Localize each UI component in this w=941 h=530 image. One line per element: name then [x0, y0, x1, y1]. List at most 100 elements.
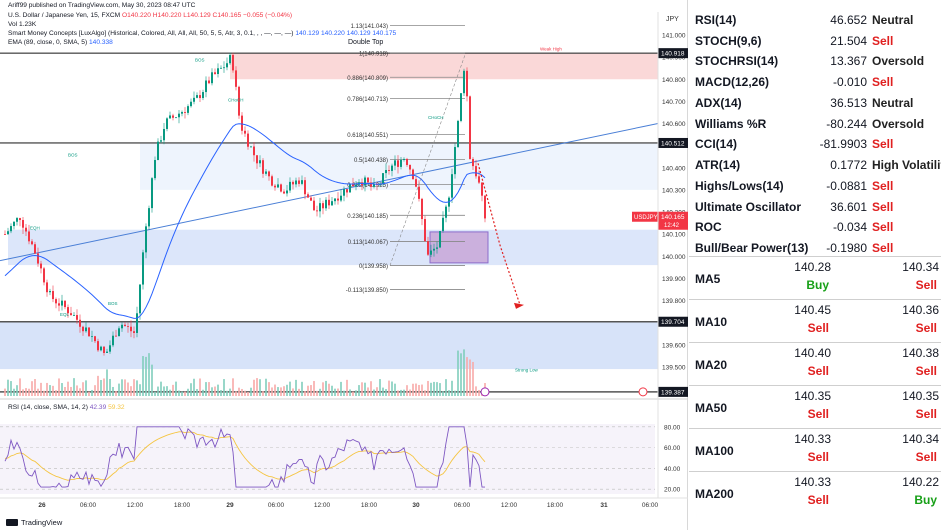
time-axis-label: 18:00 [547, 502, 564, 509]
smc-label: BOS [68, 153, 78, 158]
volume-bar [70, 386, 72, 396]
candle-body [217, 68, 219, 75]
volume-bar [328, 383, 330, 396]
volume-bar [409, 389, 411, 396]
fib-level-label: 0.886(140.809) [347, 76, 388, 82]
published-note: Ariff99 published on TradingView.com, Ma… [8, 2, 196, 9]
ma-exp-signal: Sell [915, 364, 937, 378]
candle-body [73, 315, 75, 316]
price-chart[interactable]: 1.13(141.043) 1(140.918) 0.886(140.809) 0.7… [0, 0, 688, 530]
volume-bar [361, 382, 363, 396]
volume-bar [223, 379, 225, 396]
ma-simple-value: 140.35 [794, 389, 831, 403]
volume-bar [385, 389, 387, 396]
indicator-value: -0.034 [832, 220, 867, 235]
candle-body [76, 315, 78, 320]
volume-bar [454, 390, 456, 396]
indicator-signal: Oversold [872, 54, 925, 69]
alert-icon [480, 387, 490, 397]
price-axis-label: 140.800 [662, 77, 686, 84]
candle-body [349, 184, 351, 193]
candle-body [364, 177, 366, 186]
candle-body [484, 195, 486, 219]
time-axis-label: 18:00 [174, 502, 191, 509]
volume-bar [124, 379, 126, 396]
smc-legend[interactable]: Smart Money Concepts [LuxAlgo] (Historic… [8, 30, 396, 38]
candle-body [7, 231, 9, 235]
candle-body [304, 180, 306, 195]
candle-body [247, 133, 249, 147]
candle-body [25, 227, 27, 232]
volume-bar [208, 382, 210, 396]
volume-bar [52, 385, 54, 396]
volume-bar [412, 383, 414, 396]
volume-bar [331, 385, 333, 396]
candle-body [451, 174, 453, 198]
volume-bar [88, 391, 90, 396]
candle-body [370, 182, 372, 187]
time-axis-label: 06:00 [268, 502, 285, 509]
candle-body [67, 307, 69, 314]
candle-body [94, 336, 96, 342]
candle-body [34, 244, 36, 254]
alert-icon [638, 387, 648, 397]
volume-bar [112, 386, 114, 396]
volume-bar [154, 391, 156, 396]
ma-exp-value: 140.34 [902, 432, 939, 446]
volume-bar [406, 385, 408, 396]
volume-bar [286, 384, 288, 396]
price-axis-label: 140.600 [662, 121, 686, 128]
volume-bar [178, 390, 180, 396]
chart-panel[interactable]: 1.13(141.043) 1(140.918) 0.886(140.809) 0.7… [0, 0, 688, 530]
volume-bar [28, 388, 30, 396]
time-axis-label: 06:00 [80, 502, 97, 509]
brand-name: TradingView [21, 518, 63, 527]
candle-body [280, 184, 282, 192]
volume-bar [301, 381, 303, 396]
candle-body [322, 203, 324, 209]
smc-label: Weak High [540, 46, 562, 51]
price-axis-label: 139.500 [662, 364, 686, 371]
ema-legend[interactable]: EMA (89, close, 0, SMA, 5) 140.338 [8, 39, 113, 47]
candle-body [262, 160, 264, 174]
volume-bar [283, 386, 285, 396]
volume-bar [157, 386, 159, 396]
volume-bar [175, 381, 177, 396]
time-axis-label: 12:00 [501, 502, 518, 509]
ema-line [4, 123, 486, 319]
volume-bar [433, 381, 435, 396]
order-block [429, 231, 489, 264]
price-tag-label: 139.704 [661, 319, 685, 326]
candle-body [385, 170, 387, 174]
candle-body [286, 190, 288, 194]
volume-bar [310, 385, 312, 396]
volume-bar [343, 390, 345, 396]
candle-body [418, 186, 420, 199]
candle-body [298, 180, 300, 184]
indicator-name: RSI(14) [695, 13, 737, 28]
volume-bar [34, 379, 36, 396]
indicator-value: -0.0881 [826, 179, 867, 194]
ma-exp-value: 140.38 [902, 346, 939, 360]
volume-bar [121, 379, 123, 396]
candle-body [319, 203, 321, 212]
indicator-name: STOCHRSI(14) [695, 54, 779, 69]
candle-body [241, 115, 243, 131]
candle-body [355, 184, 357, 187]
indicator-name: Ultimate Oscillator [695, 200, 802, 215]
ma-exp-signal: Sell [915, 450, 937, 464]
rsi-axis-label: 40.00 [664, 466, 681, 473]
candle-body [439, 231, 441, 248]
symbol-legend[interactable]: U.S. Dollar / Japanese Yen, 15, FXCM O14… [8, 12, 292, 20]
ma-exp-value: 140.22 [902, 475, 939, 489]
indicator-row: ADX(14) 36.513 Neutral [689, 93, 941, 114]
countdown-label: 12:42 [664, 223, 680, 229]
candle-body [475, 166, 477, 177]
candle-body [430, 250, 432, 255]
volume-bar [127, 382, 129, 396]
volume-legend[interactable]: Vol 1.23K [8, 21, 37, 28]
rsi-line [4, 426, 485, 488]
ma-simple-signal: Sell [807, 493, 829, 507]
candle-body [226, 63, 228, 68]
rsi-legend[interactable]: RSI (14, close, SMA, 14, 2) 42.39 59.32 [8, 404, 125, 412]
